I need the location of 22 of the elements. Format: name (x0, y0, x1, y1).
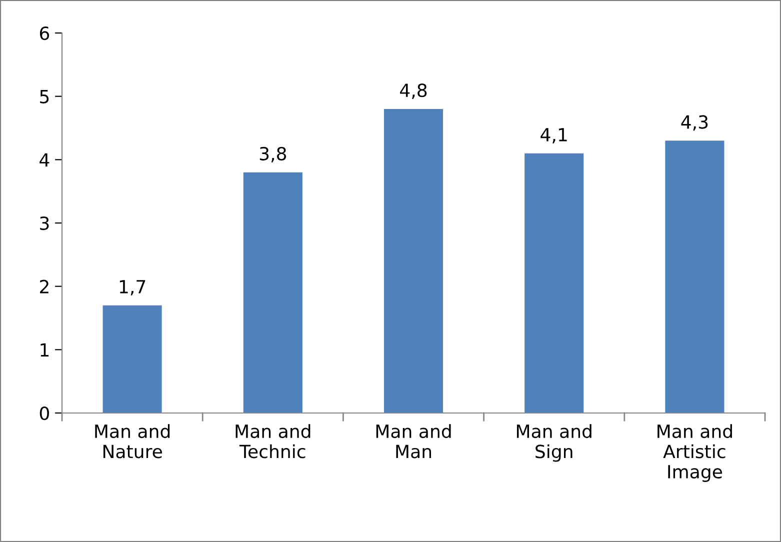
bar (384, 109, 444, 413)
x-tick-label: Man and Nature (95, 424, 170, 458)
y-tick-label: 0 (40, 406, 49, 420)
x-tick-label: Man and Technic (236, 424, 310, 458)
y-tick-label: 5 (40, 90, 49, 104)
bar (524, 153, 584, 413)
data-label: 1,7 (120, 280, 146, 296)
bar (102, 305, 162, 413)
x-tick-label: Man and Man (376, 424, 451, 458)
y-tick-label: 1 (40, 343, 49, 357)
data-label: 3,8 (260, 146, 286, 162)
y-tick-label: 3 (40, 216, 49, 230)
bar (243, 172, 302, 413)
data-label: 4,1 (540, 128, 567, 144)
bar (665, 140, 724, 413)
data-label: 4,3 (681, 115, 708, 131)
y-tick-label: 6 (40, 26, 50, 40)
y-tick-label: 2 (40, 280, 48, 294)
data-label: 4,8 (400, 84, 427, 100)
y-tick-label: 4 (40, 153, 50, 167)
x-tick-label: Man and Sign (516, 424, 592, 462)
x-tick-label: Man and Artistic Image (658, 424, 732, 482)
